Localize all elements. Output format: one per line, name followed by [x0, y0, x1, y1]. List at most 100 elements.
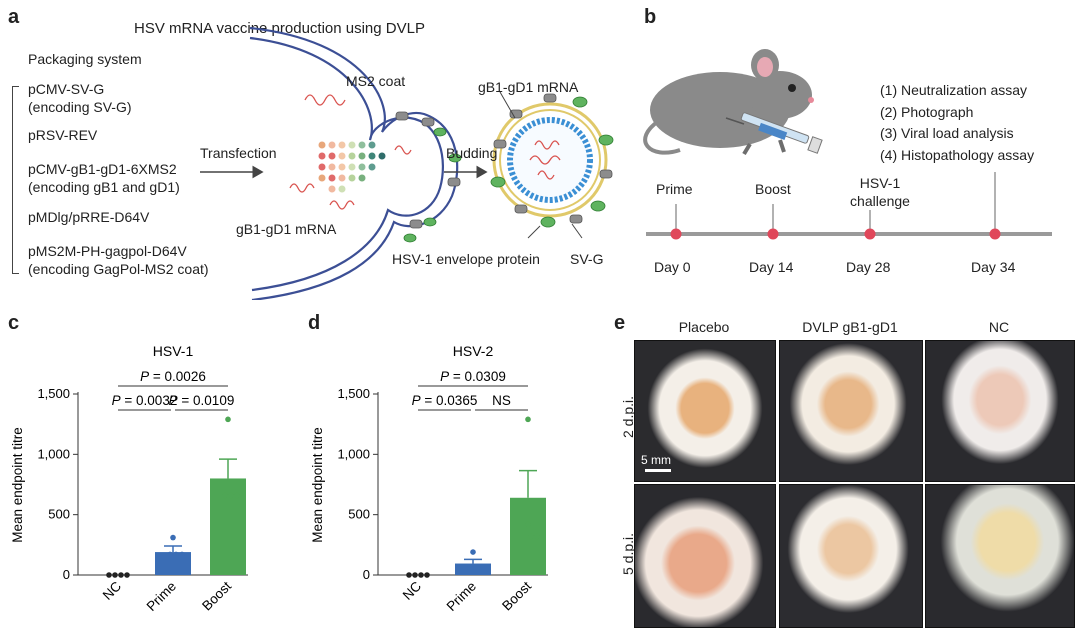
- plasmid-1: pCMV-SV-G (encoding SV-G): [28, 81, 132, 115]
- data-point: [222, 492, 228, 499]
- envelope-protein-label: HSV-1 envelope protein: [392, 251, 540, 267]
- data-point: [473, 564, 479, 571]
- assay-3: (3) Viral load analysis: [880, 125, 1014, 141]
- timeline-dot-day34: [989, 228, 1001, 240]
- panel-e-label: e: [614, 312, 626, 334]
- bar-prime: [455, 563, 491, 575]
- plasmid-3: pCMV-gB1-gD1-6XMS2 (encoding gB1 and gD1): [28, 161, 180, 195]
- col-placebo: Placebo: [678, 319, 730, 335]
- panel-a-title: HSV mRNA vaccine production using DVLP: [134, 20, 425, 37]
- chart-hsv2: HSV-2 Mean endpoint titre 0 500 1,000 1,500 NC…: [310, 343, 548, 615]
- panel-a-label: a: [8, 6, 20, 28]
- day-28: Day 28: [846, 259, 891, 275]
- data-point: [173, 551, 179, 558]
- scale-bar-label: 5 mm: [641, 453, 671, 467]
- p-value-label: P = 0.0032: [112, 393, 178, 408]
- assay-1: (1) Neutralization assay: [880, 82, 1028, 98]
- data-point: [525, 416, 531, 423]
- y-tick-label: 1,500: [337, 386, 370, 401]
- data-point: [406, 572, 412, 578]
- day-0: Day 0: [654, 259, 691, 275]
- col-nc: NC: [988, 319, 1010, 335]
- photo-dvlp-2dpi: [779, 340, 923, 482]
- budding-label: Budding: [446, 145, 498, 161]
- photo-nc-5dpi: [925, 484, 1075, 628]
- chart-title: HSV-2: [453, 343, 494, 359]
- data-point: [106, 572, 112, 578]
- packaging-title: Packaging system: [28, 51, 142, 67]
- plasmid-2: pRSV-REV: [28, 127, 98, 143]
- timeline-dot-day0: [670, 228, 682, 240]
- y-tick-label: 0: [63, 567, 70, 582]
- data-point: [467, 564, 473, 571]
- y-tick-label: 1,000: [337, 446, 370, 461]
- p-value-label: P = 0.0365: [412, 393, 478, 408]
- y-tick-label: 1,500: [37, 386, 70, 401]
- x-tick-label: Prime: [144, 579, 180, 615]
- panel-b-label: b: [644, 6, 657, 28]
- bar-boost: [510, 497, 546, 575]
- y-tick-label: 0: [363, 567, 370, 582]
- svg-label: SV-G: [570, 251, 604, 267]
- y-tick-label: 1,000: [37, 446, 70, 461]
- timeline-dot-day28: [864, 228, 876, 240]
- p-value-label: P = 0.0026: [140, 369, 206, 384]
- mrna-label-left: gB1-gD1 mRNA: [236, 221, 337, 237]
- x-tick-label: NC: [400, 578, 425, 603]
- transfection-label: Transfection: [200, 145, 277, 161]
- data-point: [112, 572, 118, 578]
- p-value-label: NS: [492, 393, 511, 408]
- y-tick-label: 500: [48, 507, 70, 522]
- panel-d-label: d: [308, 312, 321, 334]
- panel-c-label: c: [8, 312, 20, 334]
- data-point: [179, 551, 185, 558]
- p-value-label: P = 0.0309: [440, 369, 506, 384]
- event-boost: Boost: [755, 181, 791, 197]
- data-point: [170, 534, 176, 541]
- photo-placebo-5dpi: [634, 484, 776, 628]
- data-point: [528, 533, 534, 540]
- chart-title: HSV-1: [153, 343, 194, 359]
- data-point: [167, 551, 173, 558]
- photo-dvlp-5dpi: [779, 484, 923, 628]
- data-point: [479, 564, 485, 571]
- data-point: [470, 549, 476, 555]
- data-point: [412, 572, 418, 578]
- p-value-label: P = 0.0109: [169, 393, 235, 408]
- bar-prime: [155, 552, 191, 575]
- scale-bar: [645, 469, 671, 472]
- data-point: [118, 572, 124, 578]
- photo-nc-2dpi: [925, 340, 1075, 482]
- timeline: [646, 172, 1052, 240]
- mrna-label-right: gB1-gD1 mRNA: [478, 79, 579, 95]
- plasmid-4: pMDlg/pRRE-D64V: [28, 209, 150, 225]
- x-tick-label: Prime: [444, 579, 480, 615]
- data-point: [225, 416, 231, 423]
- photo-placebo-2dpi: 5 mm: [634, 340, 776, 482]
- event-prime: Prime: [656, 181, 693, 197]
- data-point: [418, 572, 424, 578]
- plasmid-bracket: [12, 86, 19, 274]
- timeline-dot-day14: [767, 228, 779, 240]
- y-axis-label: Mean endpoint titre: [310, 427, 325, 543]
- ms2-coat-dots: [318, 141, 386, 193]
- x-tick-label: NC: [100, 578, 125, 603]
- data-point: [424, 572, 430, 578]
- assay-4: (4) Histopathology assay: [880, 146, 1035, 163]
- data-point: [534, 533, 540, 540]
- x-tick-label: Boost: [199, 578, 234, 613]
- data-point: [234, 492, 240, 499]
- day-14: Day 14: [749, 259, 794, 275]
- col-dvlp: DVLP gB1-gD1: [802, 319, 898, 335]
- chart-hsv1: HSV-1 Mean endpoint titre 0 500 1,000 1,500 NC…: [10, 343, 248, 615]
- mouse-illustration: [643, 49, 823, 156]
- data-point: [228, 492, 234, 499]
- event-challenge: HSV-1 challenge: [850, 175, 910, 209]
- ms2-coat-label: MS2 coat: [346, 73, 406, 89]
- assay-list: (1) Neutralization assay (2) Photograph …: [880, 80, 1034, 166]
- plasmid-5: pMS2M-PH-gagpol-D64V (encoding GagPol-MS2…: [28, 243, 209, 277]
- y-axis-label: Mean endpoint titre: [10, 427, 25, 543]
- x-tick-label: Boost: [499, 578, 534, 613]
- day-34: Day 34: [971, 259, 1016, 275]
- data-point: [525, 521, 531, 528]
